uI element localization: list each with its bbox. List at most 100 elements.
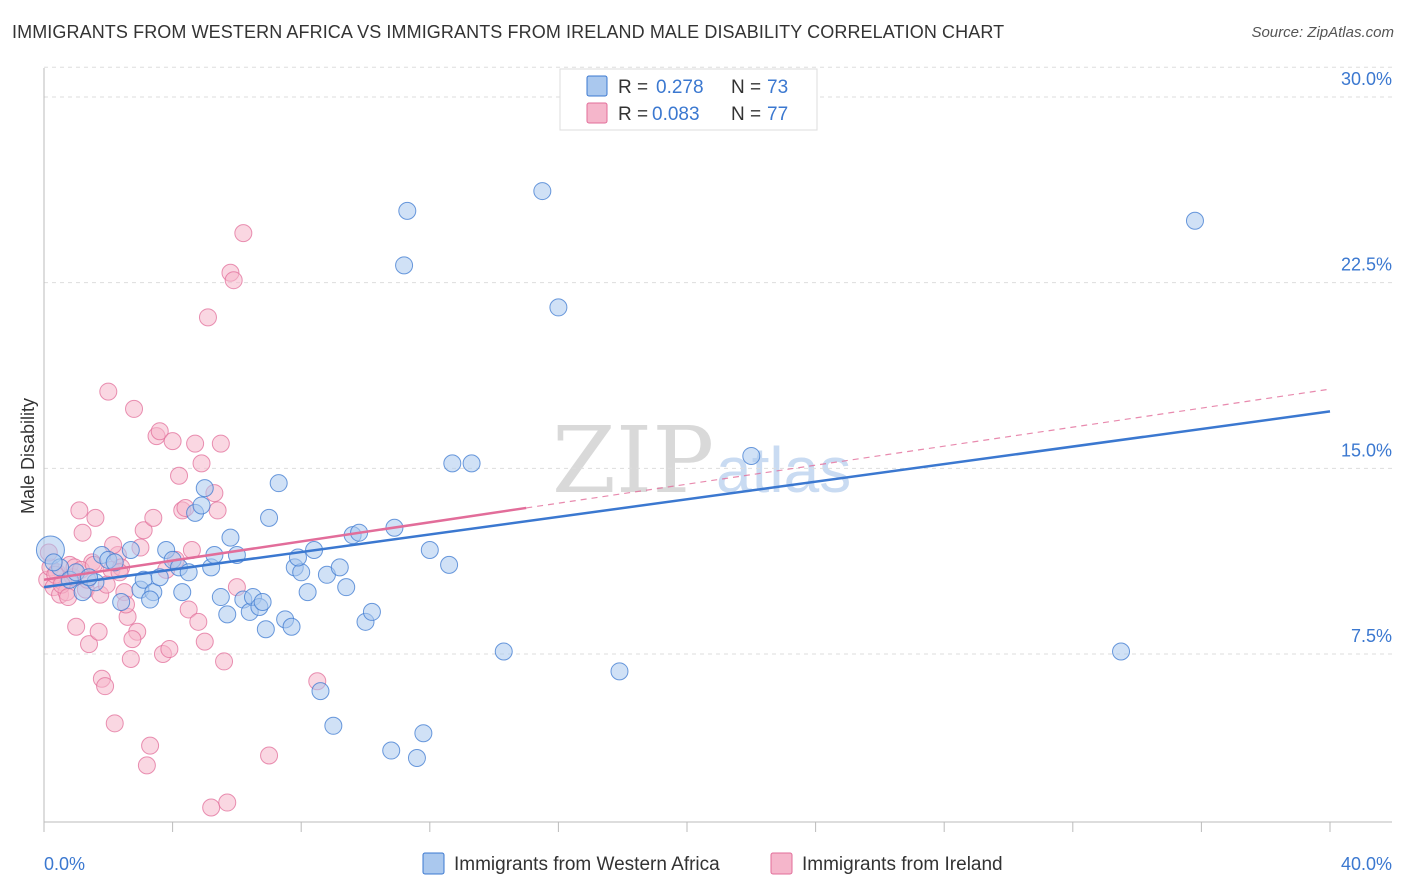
western-africa-point [533, 182, 552, 201]
series-swatch-western-africa [422, 852, 445, 875]
watermark-atlas: atlas [716, 434, 851, 506]
western-africa-point [362, 602, 381, 621]
western-africa-point [443, 454, 462, 473]
ireland-point [121, 649, 140, 668]
ireland-point [80, 635, 99, 654]
ireland-point [134, 521, 153, 540]
western-africa-point [256, 620, 275, 639]
legend-swatch-blue [586, 75, 608, 97]
watermark-zip: ZIP [552, 407, 714, 514]
ireland-point [218, 793, 237, 812]
ireland-point [67, 617, 86, 636]
western-africa-point [330, 558, 349, 577]
y-tick-label: 15.0% [1341, 440, 1392, 460]
western-africa-point [382, 741, 401, 760]
ireland-point [123, 630, 142, 649]
western-africa-point [195, 479, 214, 498]
western-africa-point [221, 528, 240, 547]
ireland-point [189, 612, 208, 631]
western-africa-point [282, 617, 301, 636]
western-africa-point [218, 605, 237, 624]
legend-r-value: 0.083 [652, 104, 700, 125]
western-africa-point [298, 583, 317, 602]
ireland-point [202, 798, 221, 817]
trend-lines [43, 388, 1331, 589]
western-africa-point [73, 583, 92, 602]
ireland-point [160, 640, 179, 659]
x-tick-label: 40.0% [1341, 854, 1392, 874]
data-points [35, 182, 1204, 817]
ireland-point [125, 399, 144, 418]
ireland-point [86, 508, 105, 527]
ireland-point [89, 622, 108, 641]
western-africa-point [211, 588, 230, 607]
ireland-point [186, 434, 205, 453]
ireland-point [224, 271, 243, 290]
stats-legend: R = 0.278 N = 73 R = 0.083 N = 77 [559, 68, 818, 131]
western-africa-point [121, 541, 140, 560]
series-swatch-ireland [770, 852, 793, 875]
western-africa-point [398, 201, 417, 220]
western-africa-point [549, 298, 568, 317]
western-africa-point [44, 553, 63, 572]
ireland-point [144, 508, 163, 527]
western-africa-point [440, 555, 459, 574]
ireland-point [141, 736, 160, 755]
ireland-point [96, 677, 115, 696]
ireland-point [215, 652, 234, 671]
legend-r-label: R = [618, 104, 648, 125]
x-tick-label: 0.0% [44, 854, 85, 874]
ireland-point [150, 422, 169, 441]
western-africa-point [324, 716, 343, 735]
western-africa-point [269, 474, 288, 493]
western-africa-point [105, 553, 124, 572]
source-label: Source: ZipAtlas.com [1251, 24, 1394, 41]
ireland-point [234, 224, 253, 243]
ireland-point [198, 308, 217, 327]
legend-n-label: N = [731, 104, 761, 125]
chart-title: IMMIGRANTS FROM WESTERN AFRICA VS IMMIGR… [12, 22, 1005, 42]
series-label-western-africa: Immigrants from Western Africa [454, 854, 720, 875]
legend-n-value: 73 [767, 77, 788, 98]
western-africa-point [141, 590, 160, 609]
legend-r-label: R = [618, 77, 648, 98]
western-africa-point [192, 496, 211, 515]
y-axis-title: Male Disability [18, 398, 38, 514]
western-africa-point [292, 563, 311, 582]
legend-n-value: 77 [767, 104, 788, 125]
x-tick-labels: 0.0% 40.0% [44, 854, 1392, 874]
y-tick-label: 22.5% [1341, 255, 1392, 275]
western-africa-point [420, 541, 439, 560]
ireland-trend-dashed [526, 388, 1331, 509]
y-tick-label: 30.0% [1341, 69, 1392, 89]
y-tick-labels: 7.5% 15.0% 22.5% 30.0% [1341, 69, 1392, 646]
ireland-point [179, 600, 198, 619]
western-africa-point [407, 748, 426, 767]
western-africa-point [311, 682, 330, 701]
ireland-point [137, 756, 156, 775]
ireland-trend-line [43, 506, 527, 581]
western-africa-point [173, 583, 192, 602]
ireland-point [208, 501, 227, 520]
axes [43, 68, 1392, 832]
series-legend: Immigrants from Western Africa Immigrant… [422, 852, 1003, 875]
western-africa-point [610, 662, 629, 681]
western-africa-point [112, 593, 131, 612]
ireland-point [195, 632, 214, 651]
ireland-point [163, 432, 182, 451]
western-africa-point [337, 578, 356, 597]
gridlines [44, 66, 1392, 655]
legend-r-value: 0.278 [656, 77, 704, 98]
western-africa-point [462, 454, 481, 473]
western-africa-point [1185, 211, 1204, 230]
legend-n-label: N = [731, 77, 761, 98]
western-africa-point [742, 446, 761, 465]
legend-swatch-pink [586, 102, 608, 124]
western-africa-trend-line [43, 410, 1331, 589]
ireland-point [70, 501, 89, 520]
ireland-point [105, 714, 124, 733]
western-africa-point [494, 642, 513, 661]
western-africa-point [395, 256, 414, 275]
ireland-point [73, 523, 92, 542]
